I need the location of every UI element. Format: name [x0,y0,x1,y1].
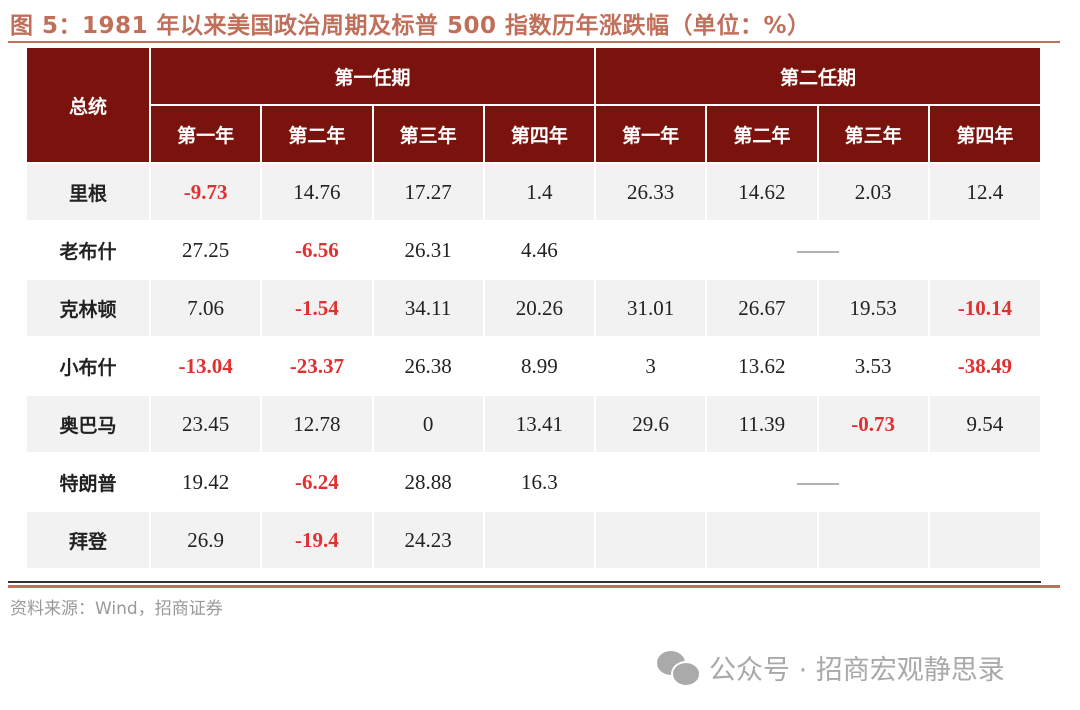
table-row: 里根 -9.73 14.76 17.27 1.4 26.33 14.62 2.03 12.4 [27,162,1040,222]
value-cell: 26.31 [371,220,485,280]
value-cell: 0 [371,394,485,454]
value-cell [705,510,819,570]
table-row: 老布什 27.25 -6.56 26.31 4.46 —— [27,220,1040,280]
value-cell [593,510,708,570]
value-cell: 23.45 [148,394,263,454]
value-cell: 26.38 [371,336,485,396]
value-cell: 34.11 [371,278,485,338]
value-cell: -23.37 [260,336,374,396]
figure-title: 图 5：1981 年以来美国政治周期及标普 500 指数历年涨跌幅（单位：%） [10,13,811,39]
value-cell: 13.41 [482,394,596,454]
value-cell: 26.67 [705,278,819,338]
value-cell: 14.76 [260,162,374,222]
value-cell: 31.01 [593,278,708,338]
president-name: 克林顿 [27,278,151,338]
header-year: 第二年 [705,105,819,164]
value-cell: 3.53 [816,336,930,396]
value-cell: 12.78 [260,394,374,454]
value-cell [482,510,596,570]
president-name: 奥巴马 [27,394,151,454]
value-cell: 12.4 [927,162,1040,222]
value-cell: 1.4 [482,162,596,222]
header-year: 第一年 [593,105,708,164]
value-cell: -13.04 [148,336,263,396]
value-cell [927,510,1040,570]
value-cell: 28.88 [371,452,485,512]
value-cell: 9.54 [927,394,1040,454]
value-cell: 29.6 [593,394,708,454]
value-cell: 13.62 [705,336,819,396]
value-cell: -10.14 [927,278,1040,338]
value-cell: 26.9 [148,510,263,570]
table-row: 小布什 -13.04 -23.37 26.38 8.99 3 13.62 3.53 -38.49 [27,336,1040,396]
table-bottom-border [8,581,1041,583]
president-name: 特朗普 [27,452,151,512]
value-cell: -19.4 [260,510,374,570]
header-year: 第三年 [816,105,930,164]
value-cell: 4.46 [482,220,596,280]
header-year: 第二年 [260,105,374,164]
header-year: 第四年 [482,105,596,164]
wechat-icon [657,650,701,687]
table-row: 拜登 26.9 -19.4 24.23 [27,510,1040,570]
watermark: 公众号 · 招商宏观静思录 [657,648,1005,687]
value-cell: -1.54 [260,278,374,338]
value-cell: 14.62 [705,162,819,222]
value-cell: 17.27 [371,162,485,222]
value-cell: -6.56 [260,220,374,280]
value-cell: 19.53 [816,278,930,338]
value-cell: -9.73 [148,162,263,222]
source-note: 资料来源：Wind，招商证券 [10,599,223,619]
table-row: 特朗普 19.42 -6.24 28.88 16.3 —— [27,452,1040,512]
value-cell: 19.42 [148,452,263,512]
value-cell: -38.49 [927,336,1040,396]
header-first-term: 第一任期 [149,48,596,106]
value-cell: 3 [593,336,708,396]
president-name: 小布什 [27,336,151,396]
table-row: 奥巴马 23.45 12.78 0 13.41 29.6 11.39 -0.73 9.54 [27,394,1040,454]
header-year: 第三年 [371,105,485,164]
value-cell: 26.33 [593,162,708,222]
watermark-text: 公众号 · 招商宏观静思录 [709,655,1005,686]
header-second-term: 第二任期 [594,48,1040,106]
second-term-na: —— [594,220,1040,280]
value-cell: -6.24 [260,452,374,512]
value-cell: 24.23 [371,510,485,570]
value-cell: 11.39 [705,394,819,454]
footer-divider [8,585,1060,588]
value-cell: 27.25 [148,220,263,280]
value-cell: -0.73 [816,394,930,454]
value-cell: 20.26 [482,278,596,338]
value-cell: 8.99 [482,336,596,396]
header-year: 第四年 [927,105,1040,164]
second-term-na: —— [594,452,1040,512]
sp500-political-cycle-table: 总统 第一任期 第二任期 第一年 第二年 第三年 第四年 第一年 第二年 第三年 第四年 里根… [27,48,1040,570]
header-president: 总统 [27,48,151,164]
title-divider [8,41,1060,43]
president-name: 拜登 [27,510,151,570]
value-cell [816,510,930,570]
header-year: 第一年 [148,105,263,164]
president-name: 老布什 [27,220,151,280]
table-row: 克林顿 7.06 -1.54 34.11 20.26 31.01 26.67 19.53 -10… [27,278,1040,338]
value-cell: 16.3 [482,452,596,512]
value-cell: 7.06 [148,278,263,338]
value-cell: 2.03 [816,162,930,222]
president-name: 里根 [27,162,151,222]
